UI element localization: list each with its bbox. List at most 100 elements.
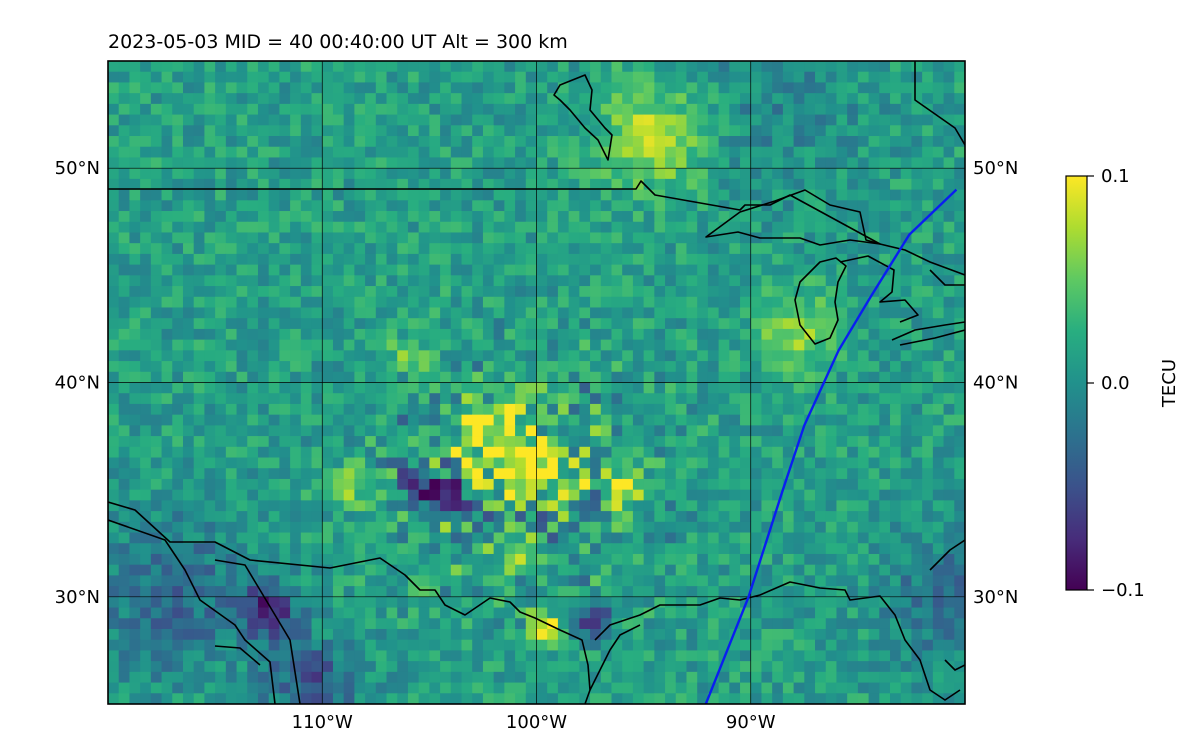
heatmap-cell bbox=[193, 628, 206, 641]
heatmap-cell bbox=[504, 61, 516, 73]
heatmap-cell bbox=[793, 168, 805, 180]
heatmap-cell bbox=[397, 307, 409, 319]
heatmap-cell bbox=[257, 318, 270, 330]
heatmap-cell bbox=[825, 532, 838, 544]
heatmap-cell bbox=[418, 618, 430, 630]
heatmap-cell bbox=[590, 328, 602, 341]
heatmap-cell bbox=[440, 393, 452, 405]
heatmap-cell bbox=[407, 639, 420, 652]
heatmap-cell bbox=[590, 682, 602, 694]
heatmap-cell bbox=[536, 103, 548, 116]
heatmap-cell bbox=[150, 403, 163, 416]
heatmap-cell bbox=[868, 586, 880, 598]
heatmap-cell bbox=[697, 682, 709, 694]
heatmap-cell bbox=[900, 318, 913, 330]
heatmap-cell bbox=[536, 178, 548, 191]
heatmap-cell bbox=[257, 671, 270, 684]
heatmap-cell bbox=[825, 146, 838, 159]
heatmap-cell bbox=[525, 232, 538, 244]
heatmap-cell bbox=[911, 639, 923, 652]
heatmap-cell bbox=[707, 468, 720, 480]
heatmap-cell bbox=[900, 200, 913, 212]
heatmap-cell bbox=[493, 564, 505, 576]
heatmap-cell bbox=[911, 543, 923, 555]
heatmap-cell bbox=[557, 489, 570, 501]
heatmap-cell bbox=[450, 339, 463, 351]
heatmap-cell bbox=[600, 618, 613, 630]
heatmap-cell bbox=[804, 61, 816, 73]
heatmap-cell bbox=[140, 532, 152, 544]
heatmap-cell bbox=[922, 157, 934, 169]
heatmap-cell bbox=[311, 650, 323, 662]
heatmap-cell bbox=[932, 371, 945, 384]
heatmap-cell bbox=[386, 403, 398, 416]
heatmap-cell bbox=[900, 350, 913, 362]
heatmap-cell bbox=[890, 661, 902, 673]
heatmap-cell bbox=[397, 71, 409, 84]
heatmap-cell bbox=[493, 489, 505, 501]
heatmap-cell bbox=[761, 82, 773, 94]
heatmap-cell bbox=[922, 168, 934, 180]
heatmap-cell bbox=[407, 189, 420, 201]
heatmap-cell bbox=[954, 532, 965, 544]
heatmap-cell bbox=[290, 103, 302, 116]
heatmap-cell bbox=[108, 114, 120, 126]
heatmap-cell bbox=[954, 232, 965, 244]
heatmap-cell bbox=[247, 61, 259, 73]
heatmap-cell bbox=[193, 168, 206, 180]
heatmap-cell bbox=[354, 682, 366, 694]
heatmap-cell bbox=[472, 393, 484, 405]
heatmap-cell bbox=[890, 521, 902, 534]
heatmap-cell bbox=[611, 682, 623, 694]
heatmap-cell bbox=[343, 103, 355, 116]
heatmap-cell bbox=[386, 532, 398, 544]
heatmap-cell bbox=[525, 189, 538, 201]
heatmap-cell bbox=[140, 178, 152, 191]
heatmap-cell bbox=[268, 564, 280, 576]
heatmap-cell bbox=[279, 586, 291, 598]
heatmap-cell bbox=[311, 253, 323, 266]
heatmap-cell bbox=[440, 543, 452, 555]
heatmap-cell bbox=[943, 414, 955, 426]
heatmap-cell bbox=[472, 553, 484, 566]
heatmap-cell bbox=[515, 114, 527, 126]
heatmap-cell bbox=[397, 371, 409, 384]
heatmap-cell bbox=[311, 457, 323, 469]
heatmap-cell bbox=[718, 564, 730, 576]
heatmap-cell bbox=[108, 350, 120, 362]
heatmap-cell bbox=[247, 103, 259, 116]
heatmap-cell bbox=[857, 61, 870, 73]
heatmap-cell bbox=[943, 114, 955, 126]
heatmap-cell bbox=[418, 564, 430, 576]
heatmap-cell bbox=[804, 157, 816, 169]
heatmap-cell bbox=[600, 586, 613, 598]
heatmap-cell bbox=[622, 436, 634, 448]
heatmap-cell bbox=[525, 586, 538, 598]
heatmap-cell bbox=[654, 478, 666, 491]
heatmap-cell bbox=[525, 693, 538, 704]
heatmap-cell bbox=[579, 286, 591, 298]
heatmap-cell bbox=[150, 639, 163, 652]
heatmap-cell bbox=[825, 436, 838, 448]
heatmap-cell bbox=[418, 243, 430, 255]
heatmap-cell bbox=[879, 521, 891, 534]
heatmap-cell bbox=[504, 328, 516, 341]
heatmap-cell bbox=[279, 125, 291, 137]
heatmap-cell bbox=[150, 189, 163, 201]
heatmap-cell bbox=[825, 243, 838, 255]
heatmap-cell bbox=[279, 650, 291, 662]
heatmap-cell bbox=[354, 361, 366, 373]
heatmap-cell bbox=[172, 136, 184, 148]
heatmap-cell bbox=[932, 682, 945, 694]
heatmap-cell bbox=[825, 296, 838, 309]
heatmap-cell bbox=[729, 157, 741, 169]
heatmap-cell bbox=[836, 243, 848, 255]
heatmap-cell bbox=[386, 693, 398, 704]
heatmap-cell bbox=[590, 71, 602, 84]
map-frame bbox=[107, 60, 966, 705]
heatmap-cell bbox=[579, 146, 591, 159]
heatmap-cell bbox=[857, 586, 870, 598]
heatmap-cell bbox=[622, 478, 634, 491]
heatmap-cell bbox=[247, 178, 259, 191]
heatmap-cell bbox=[793, 511, 805, 523]
